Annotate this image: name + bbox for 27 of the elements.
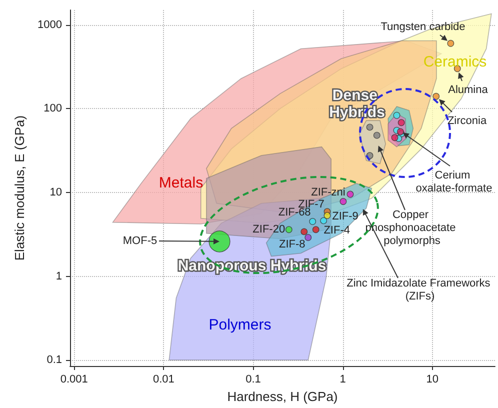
series-label: Metals bbox=[158, 174, 204, 192]
y-tick-label: 1 bbox=[56, 270, 62, 282]
annotation: ZIF-4 bbox=[324, 224, 350, 237]
x-tick-label: 1 bbox=[340, 374, 346, 386]
annotation: Cerium oxalate-formate bbox=[416, 170, 492, 194]
y-tick-label: 100 bbox=[44, 102, 62, 115]
y-tick-label: 1000 bbox=[38, 18, 62, 31]
x-tick-label: 0.001 bbox=[60, 374, 88, 386]
x-tick-label: 0.01 bbox=[152, 374, 174, 386]
series-label: Ceramics bbox=[423, 54, 487, 70]
y-tick-label: 0.1 bbox=[46, 354, 62, 366]
annotation: ZIF-8 bbox=[278, 238, 306, 250]
y-axis-title: Elastic modulus, E (GPa) bbox=[12, 115, 27, 261]
annotation: Tungsten carbide bbox=[380, 21, 466, 33]
annotation: Dense Hybrids bbox=[329, 87, 385, 121]
annotation: MOF-5 bbox=[122, 235, 158, 247]
annotation: Zirconia bbox=[447, 115, 488, 127]
annotation: ZIF-zni bbox=[311, 186, 346, 198]
y-tick-label: 10 bbox=[50, 186, 62, 198]
x-axis-title: Hardness, H (GPa) bbox=[227, 389, 338, 404]
annotation: Zinc Imidazolate Frameworks (ZIFs) bbox=[346, 278, 494, 302]
x-tick-label: 0.1 bbox=[246, 374, 261, 386]
annotation: ZIF-20 bbox=[252, 224, 286, 236]
annotation: Alumina bbox=[448, 84, 489, 96]
x-tick-label: 10 bbox=[426, 374, 439, 386]
annotation: ZIF-9 bbox=[332, 210, 358, 223]
series-label: Polymers bbox=[208, 316, 272, 334]
